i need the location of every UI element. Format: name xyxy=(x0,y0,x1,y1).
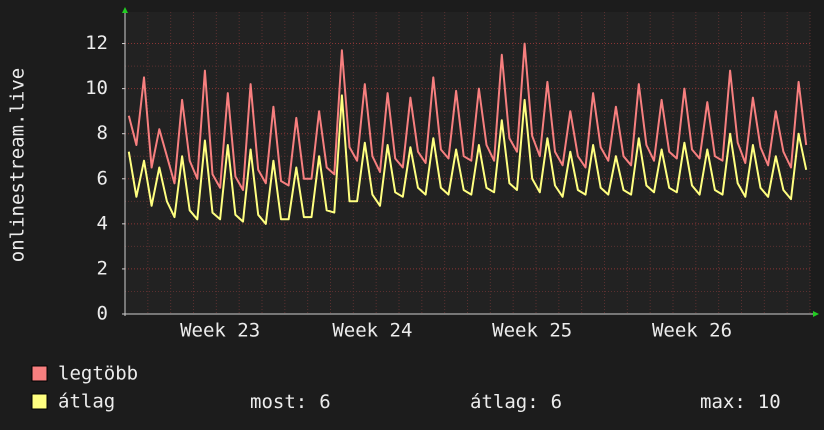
y-tick-label: 10 xyxy=(85,77,108,99)
legend-swatch xyxy=(31,365,48,382)
legend-swatch xyxy=(31,393,48,410)
axis-arrow xyxy=(122,7,128,13)
x-tick-label: Week 25 xyxy=(492,320,572,342)
x-tick-label: Week 24 xyxy=(332,320,412,342)
legend-label: átlag xyxy=(58,391,115,413)
marks xyxy=(127,42,808,225)
stat-label: most: xyxy=(250,391,307,413)
legend-label: legtöbb xyxy=(58,363,138,385)
y-tick-label: 0 xyxy=(97,303,108,325)
axis-arrow xyxy=(813,311,819,317)
y-tick-label: 8 xyxy=(97,122,108,144)
stat-value: 10 xyxy=(758,391,781,413)
y-tick-label: 4 xyxy=(97,212,108,234)
series-line xyxy=(127,42,808,191)
x-tick-label: Week 23 xyxy=(180,320,260,342)
stat-value: 6 xyxy=(319,391,330,413)
stat-value: 6 xyxy=(551,391,562,413)
y-tick-label: 2 xyxy=(97,257,108,279)
stat-label: max: xyxy=(700,391,746,413)
stat: max: 10 xyxy=(700,391,781,413)
x-tick-label: Week 26 xyxy=(652,320,732,342)
series-line xyxy=(127,94,808,225)
stat-label: átlag: xyxy=(470,391,539,413)
y-tick-label: 12 xyxy=(85,32,108,54)
stat: átlag: 6 xyxy=(470,391,562,413)
y-tick-label: 6 xyxy=(97,167,108,189)
y-axis-label: onlinestream.live xyxy=(7,68,29,262)
legend: legtöbb átlag most: 6 átlag: 6 max: 10 xyxy=(31,363,781,413)
stat: most: 6 xyxy=(250,391,331,413)
